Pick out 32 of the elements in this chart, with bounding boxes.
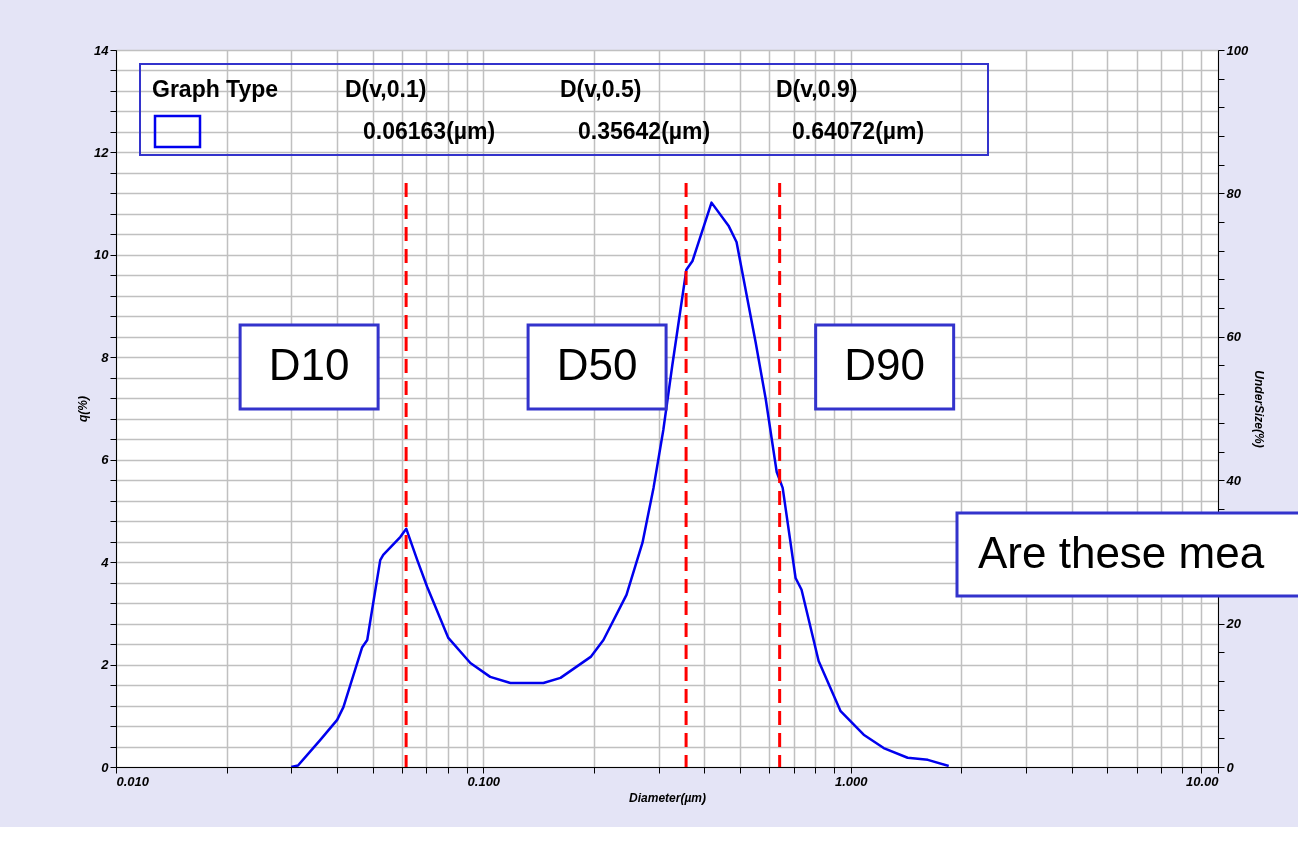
x-tick-label: 0.100 bbox=[467, 773, 501, 789]
y2-tick-label: 40 bbox=[1225, 472, 1242, 488]
y2-tick-label: 0 bbox=[1226, 759, 1235, 775]
y2-tick-label: 60 bbox=[1226, 329, 1242, 345]
y-tick-label: 4 bbox=[100, 554, 110, 570]
annotation: Are these mea bbox=[978, 528, 1265, 577]
annotation: D(v,0.1) bbox=[345, 76, 427, 102]
annotation: 0.64072(µm) bbox=[792, 118, 925, 144]
ref-line-label: D50 bbox=[556, 340, 638, 389]
y-tick-label: 14 bbox=[94, 42, 110, 58]
annotation: Graph Type bbox=[152, 76, 279, 102]
annotation: D(v,0.9) bbox=[776, 76, 858, 102]
y2-tick-label: 100 bbox=[1226, 42, 1249, 58]
y2-tick-label: 20 bbox=[1225, 616, 1242, 632]
y-tick-label: 6 bbox=[101, 452, 110, 468]
annotation: 0.35642(µm) bbox=[578, 118, 711, 144]
x-axis-title: Diameter(µm) bbox=[629, 790, 706, 805]
annotation: D(v,0.5) bbox=[560, 76, 642, 102]
x-tick-label: 1.000 bbox=[834, 773, 869, 789]
y2-tick-label: 80 bbox=[1226, 185, 1242, 201]
y-tick-label: 0 bbox=[101, 759, 110, 775]
y-tick-label: 2 bbox=[100, 657, 110, 673]
x-tick-label: 10.00 bbox=[1185, 773, 1220, 789]
y-tick-label: 8 bbox=[101, 349, 110, 365]
y-axis-title: q(%) bbox=[76, 396, 91, 422]
ref-line-label: D90 bbox=[844, 340, 926, 389]
x-tick-label: 0.010 bbox=[116, 773, 150, 789]
y-tick-label: 10 bbox=[94, 247, 110, 263]
y-tick-label: 12 bbox=[94, 144, 110, 160]
annotation: 0.06163(µm) bbox=[363, 118, 496, 144]
y2-axis-title: UnderSize(%) bbox=[1252, 370, 1267, 448]
ref-line-label: D10 bbox=[268, 340, 350, 389]
